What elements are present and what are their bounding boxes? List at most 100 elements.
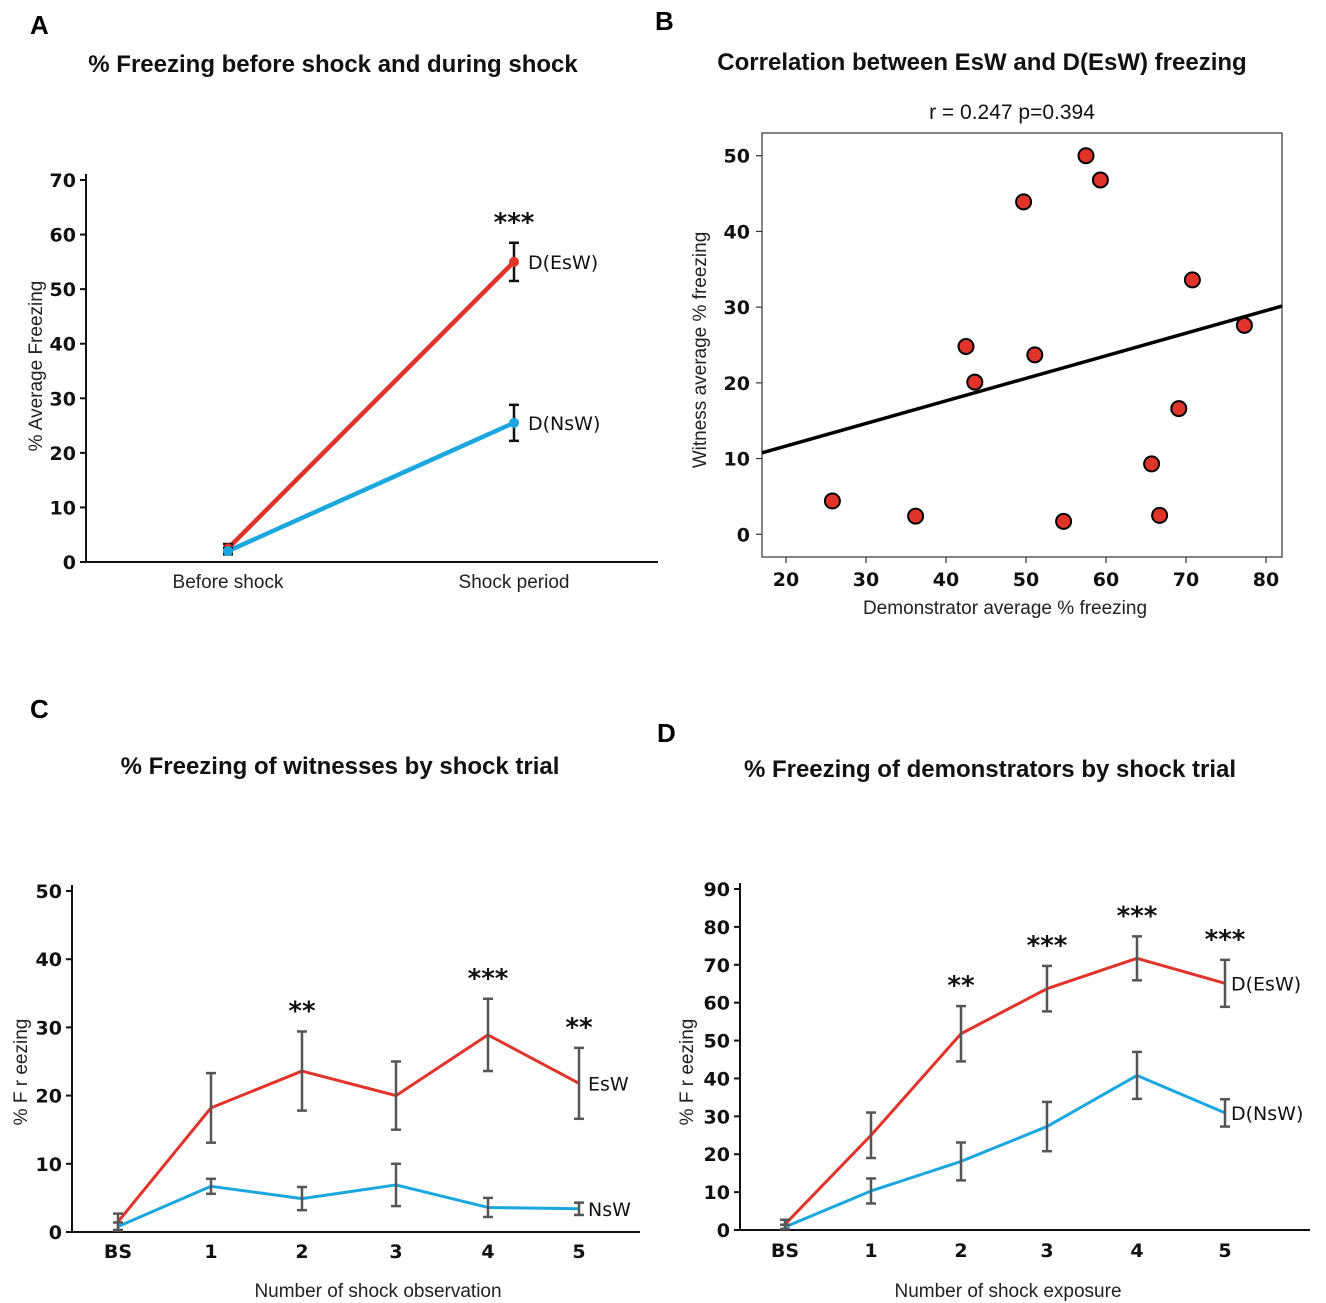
panel-c-series-line	[117, 1183, 580, 1228]
panel-c-series-label: NsW	[588, 1199, 631, 1221]
panel-c-significance-stars: **	[288, 996, 316, 1026]
panel-d-significance-stars: ***	[1027, 931, 1068, 961]
panel-c-significance-stars: ***	[468, 964, 509, 994]
panel-a-y-tick-label: 60	[50, 225, 76, 247]
panel-d-y-tick-label: 80	[704, 917, 730, 939]
panel-a-point	[509, 417, 519, 428]
panel-b-point	[1026, 346, 1044, 364]
panel-a-x-tick-label: Before shock	[173, 572, 284, 593]
panel-b-y-tick-label: 40	[724, 221, 750, 243]
panel-d-y-tick-label: 0	[717, 1220, 730, 1242]
panel-b-title: Correlation between EsW and D(EsW) freez…	[717, 49, 1246, 76]
panel-d-series-label: D(EsW)	[1231, 973, 1301, 995]
panel-b-y-tick-label: 0	[737, 524, 750, 546]
panel-b-point	[1183, 271, 1201, 289]
panel-b-point	[1091, 171, 1109, 189]
panel-a-letter: A	[30, 10, 49, 40]
panel-b-fit-line	[761, 304, 1283, 455]
panel-d-y-tick-label: 90	[704, 879, 730, 901]
panel-c-y-axis-label: % F r eezing	[11, 1019, 32, 1126]
panel-c: C % Freezing of witnesses by shock trial…	[11, 694, 640, 1302]
panel-d-series-line	[784, 1073, 1226, 1229]
panel-b-x-tick-label: 60	[1093, 569, 1119, 591]
panel-b-y-tick-label: 20	[724, 373, 750, 395]
panel-c-letter: C	[30, 694, 49, 724]
panel-b-y-tick-label: 50	[724, 146, 750, 168]
panel-a-y-tick-label: 40	[50, 334, 76, 356]
panel-c-series-label: EsW	[588, 1073, 629, 1095]
panel-d-x-tick-label: 1	[864, 1240, 877, 1262]
panel-d-x-tick-label: 4	[1130, 1240, 1143, 1262]
panel-a-title: % Freezing before shock and during shock	[88, 51, 578, 78]
panel-c-x-tick-label: 2	[295, 1241, 308, 1263]
panel-b-point	[1015, 193, 1033, 211]
panel-d-y-tick-label: 70	[704, 955, 730, 977]
panel-b-marks: 20 30 40 50 60 70 80 0 10 20 30 40 50	[724, 132, 1283, 591]
panel-b-point	[1151, 506, 1169, 524]
panel-c-x-tick-label: 4	[481, 1241, 494, 1263]
panel-d-y-tick-label: 40	[704, 1068, 730, 1090]
panel-c-x-axis-label: Number of shock observation	[254, 1281, 501, 1302]
panel-b-subtitle: r = 0.247 p=0.394	[929, 101, 1095, 124]
panel-d-y-tick-label: 50	[704, 1031, 730, 1053]
panel-d-y-axis-label: % F r eezing	[677, 1019, 698, 1126]
panel-b-y-tick-label: 30	[724, 297, 750, 319]
panel-b-x-axis-label: Demonstrator average % freezing	[863, 598, 1147, 619]
panel-d-x-tick-label: BS	[771, 1240, 799, 1262]
panel-c-title: % Freezing of witnesses by shock trial	[121, 753, 560, 780]
panel-b: B Correlation between EsW and D(EsW) fre…	[655, 6, 1283, 619]
panel-b-point	[1077, 147, 1095, 165]
panel-c-y-tick-label: 10	[36, 1154, 62, 1176]
panel-a-y-tick-label: 30	[50, 388, 76, 410]
panel-d-y-tick-label: 20	[704, 1144, 730, 1166]
panel-d-y-tick-label: 10	[704, 1182, 730, 1204]
panel-b-x-tick-label: 30	[853, 569, 879, 591]
panel-a-y-tick-label: 50	[50, 279, 76, 301]
panel-b-point	[1143, 455, 1161, 473]
panel-c-x-tick-label: 3	[389, 1241, 402, 1263]
panel-d-significance-stars: ***	[1117, 901, 1158, 931]
panel-c-x-tick-label: BS	[104, 1241, 132, 1263]
panel-c-x-tick-label: 5	[572, 1241, 585, 1263]
panel-a-y-tick-label: 10	[50, 497, 76, 519]
panel-b-point	[966, 373, 984, 391]
panel-b-y-tick-label: 10	[724, 449, 750, 471]
panel-b-point	[907, 507, 925, 525]
panel-c-significance-stars: **	[565, 1013, 593, 1043]
panel-d-x-axis-label: Number of shock exposure	[894, 1281, 1121, 1302]
panel-d-y-tick-label: 30	[704, 1106, 730, 1128]
panel-a-series-line	[226, 260, 516, 550]
panel-a: A % Freezing before shock and during sho…	[26, 10, 658, 593]
panel-b-point	[1235, 316, 1253, 334]
panel-a-series-label: D(EsW)	[528, 252, 598, 274]
panel-c-series-line	[116, 1033, 580, 1223]
panel-d-significance-stars: ***	[1205, 925, 1246, 955]
panel-b-x-tick-label: 20	[773, 569, 799, 591]
panel-b-point	[1170, 400, 1188, 418]
panel-b-x-tick-label: 50	[1013, 569, 1039, 591]
panel-a-point	[509, 256, 519, 267]
panel-d: D % Freezing of demonstrators by shock t…	[657, 718, 1310, 1302]
panel-d-x-tick-label: 3	[1040, 1240, 1053, 1262]
panel-d-marks: 0 10 20 30 40 50 60 70 80 90 BS 1 2 3 4 5 D(EsW) D(NsW) **…	[704, 879, 1310, 1262]
panel-d-significance-stars: **	[947, 971, 975, 1001]
panel-b-x-tick-label: 70	[1173, 569, 1199, 591]
panel-a-y-tick-label: 20	[50, 443, 76, 465]
panel-a-y-tick-label: 70	[50, 170, 76, 192]
panel-b-point	[1055, 512, 1073, 530]
panel-c-y-tick-label: 0	[49, 1222, 62, 1244]
panel-d-letter: D	[657, 718, 676, 748]
panel-a-marks: 0 10 20 30 40 50 60 70 Before shock Shock period D…	[50, 170, 658, 593]
panel-b-x-tick-label: 40	[933, 569, 959, 591]
panel-b-x-tick-label: 80	[1253, 569, 1279, 591]
panel-b-point	[823, 492, 841, 510]
panel-c-y-tick-label: 50	[36, 881, 62, 903]
panel-a-point	[223, 546, 233, 557]
panel-d-series-label: D(NsW)	[1231, 1103, 1303, 1125]
panel-a-x-tick-label: Shock period	[459, 572, 570, 593]
panel-a-y-axis-label: % Average Freezing	[26, 281, 47, 452]
panel-d-y-tick-label: 60	[704, 993, 730, 1015]
panel-d-x-tick-label: 5	[1218, 1240, 1231, 1262]
